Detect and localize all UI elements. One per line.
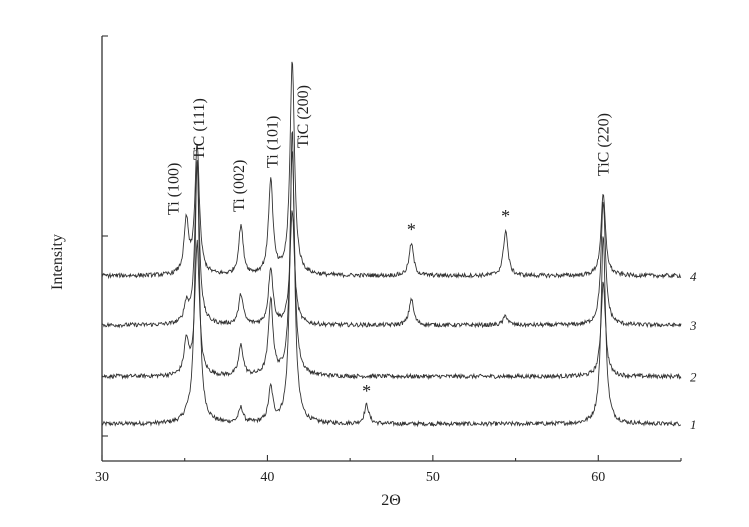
series-3-line xyxy=(101,161,682,329)
star-mark: * xyxy=(362,381,371,401)
series-1-line xyxy=(101,130,681,428)
series-2-line xyxy=(101,150,682,381)
peak-labels: Ti (100) TiC (111) Ti (002) Ti (101) TiC (20… xyxy=(166,85,613,215)
peak-label: Ti (100) xyxy=(166,163,183,215)
peak-label: TiC (200) xyxy=(295,85,312,148)
star-mark: * xyxy=(501,206,510,226)
series-labels: 1 2 3 4 xyxy=(689,269,697,432)
x-ticks: 30 40 50 60 xyxy=(95,455,682,485)
peak-label: Ti (101) xyxy=(265,116,282,168)
series-1-label: 1 xyxy=(690,417,697,432)
series-3-label: 3 xyxy=(689,318,697,333)
x-tick-label: 40 xyxy=(260,470,274,485)
x-tick-label: 50 xyxy=(426,470,440,485)
peak-label: TiC (111) xyxy=(191,98,208,160)
axes xyxy=(101,36,681,462)
x-axis-label: 2Θ xyxy=(381,492,401,509)
y-axis-label: Intensity xyxy=(49,234,66,290)
star-marks: * * * xyxy=(362,206,510,401)
peak-label: TiC (220) xyxy=(596,113,613,176)
series-group xyxy=(101,61,682,428)
peak-label: Ti (002) xyxy=(231,160,248,212)
series-2-label: 2 xyxy=(690,370,697,385)
series-4-label: 4 xyxy=(690,269,697,284)
x-tick-label: 30 xyxy=(95,470,109,485)
y-ticks xyxy=(102,35,108,437)
star-mark: * xyxy=(407,220,416,240)
x-tick-label: 60 xyxy=(591,470,605,485)
series-4-line xyxy=(101,61,682,280)
